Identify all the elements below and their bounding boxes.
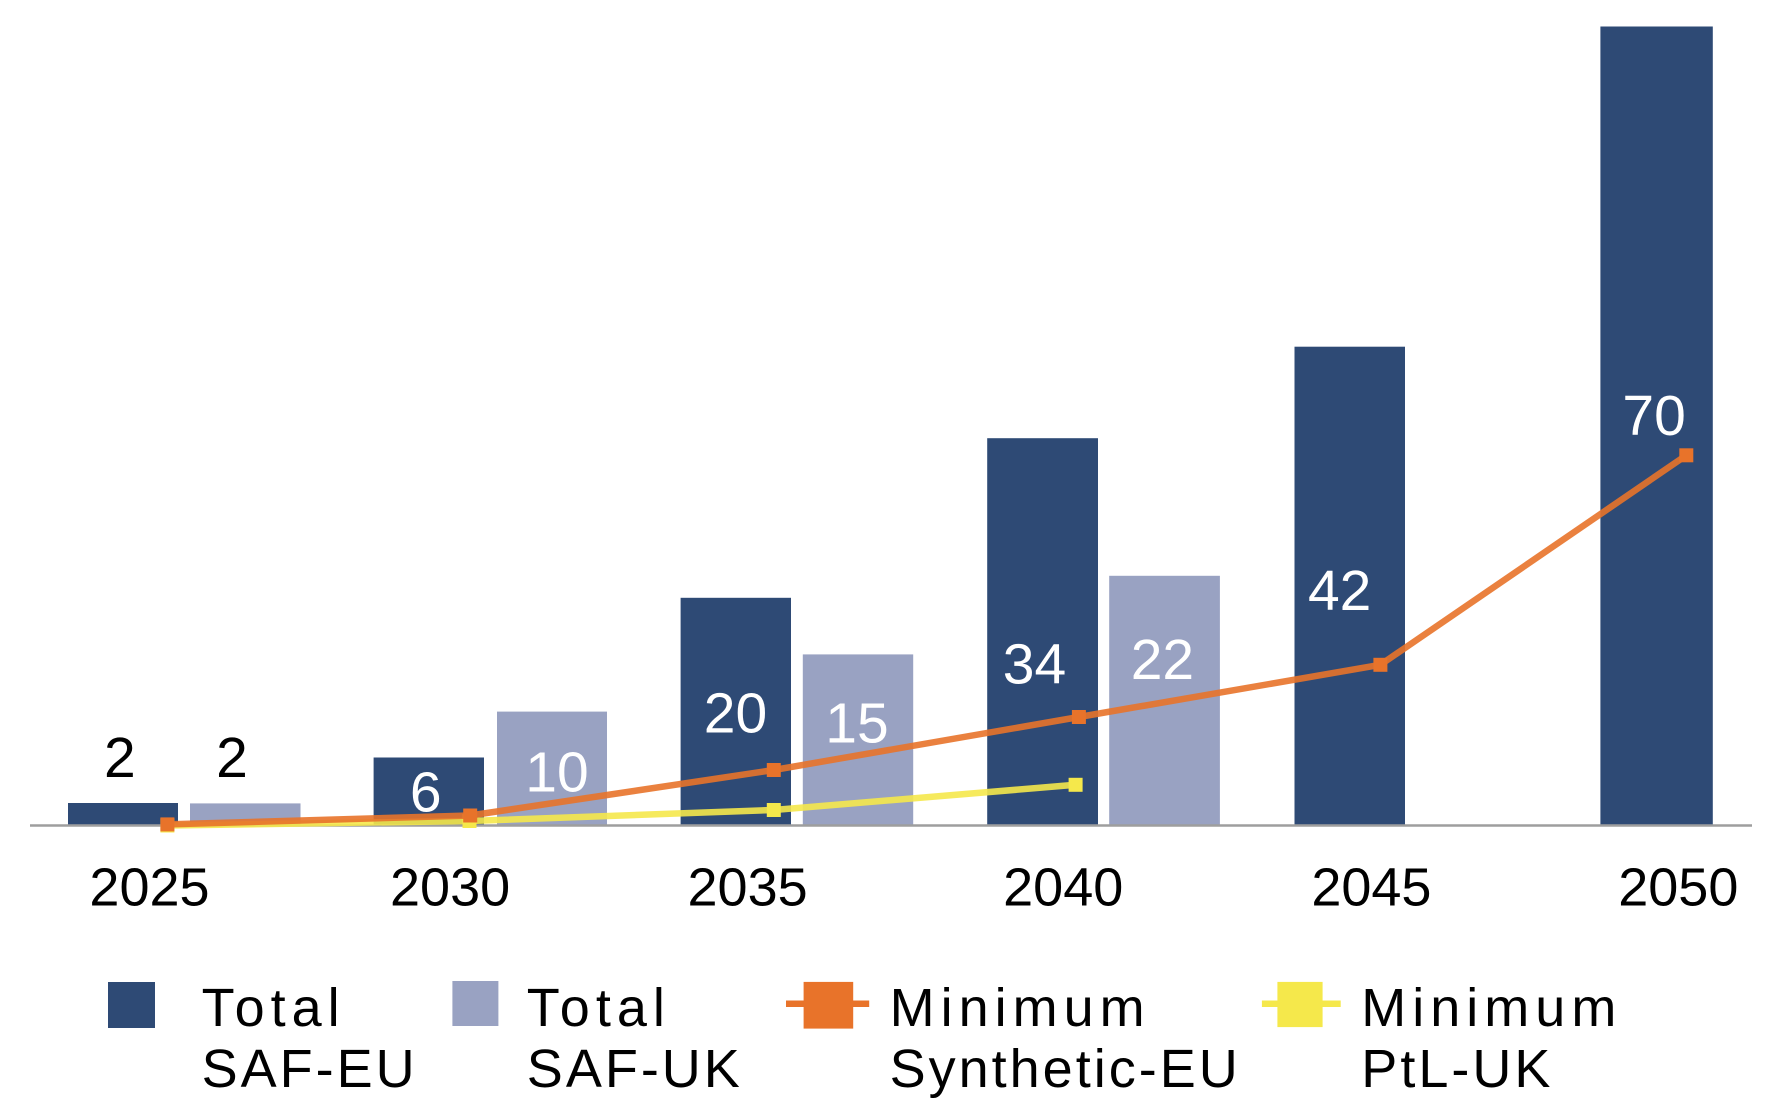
svg-text:22: 22 <box>1131 628 1194 692</box>
svg-text:10: 10 <box>525 740 588 804</box>
svg-text:15: 15 <box>825 692 888 756</box>
svg-text:Total: Total <box>527 978 671 1038</box>
svg-text:2035: 2035 <box>688 858 808 918</box>
svg-text:42: 42 <box>1308 559 1371 623</box>
svg-text:2: 2 <box>216 726 248 790</box>
svg-text:Minimum: Minimum <box>890 978 1151 1038</box>
svg-text:2030: 2030 <box>390 858 510 918</box>
svg-text:Synthetic-EU: Synthetic-EU <box>890 1039 1241 1099</box>
svg-text:2: 2 <box>104 726 136 790</box>
svg-text:Total: Total <box>202 978 346 1038</box>
svg-text:34: 34 <box>1003 633 1066 697</box>
svg-text:Minimum: Minimum <box>1361 978 1622 1038</box>
svg-text:70: 70 <box>1622 384 1685 448</box>
svg-text:2045: 2045 <box>1311 858 1431 918</box>
svg-text:PtL-UK: PtL-UK <box>1361 1039 1553 1099</box>
svg-text:20: 20 <box>704 681 767 745</box>
svg-text:2050: 2050 <box>1618 858 1738 918</box>
svg-text:SAF-UK: SAF-UK <box>527 1039 743 1099</box>
svg-text:2025: 2025 <box>89 858 209 918</box>
svg-text:6: 6 <box>410 761 442 825</box>
svg-text:SAF-EU: SAF-EU <box>202 1039 418 1099</box>
svg-text:2040: 2040 <box>1003 858 1123 918</box>
